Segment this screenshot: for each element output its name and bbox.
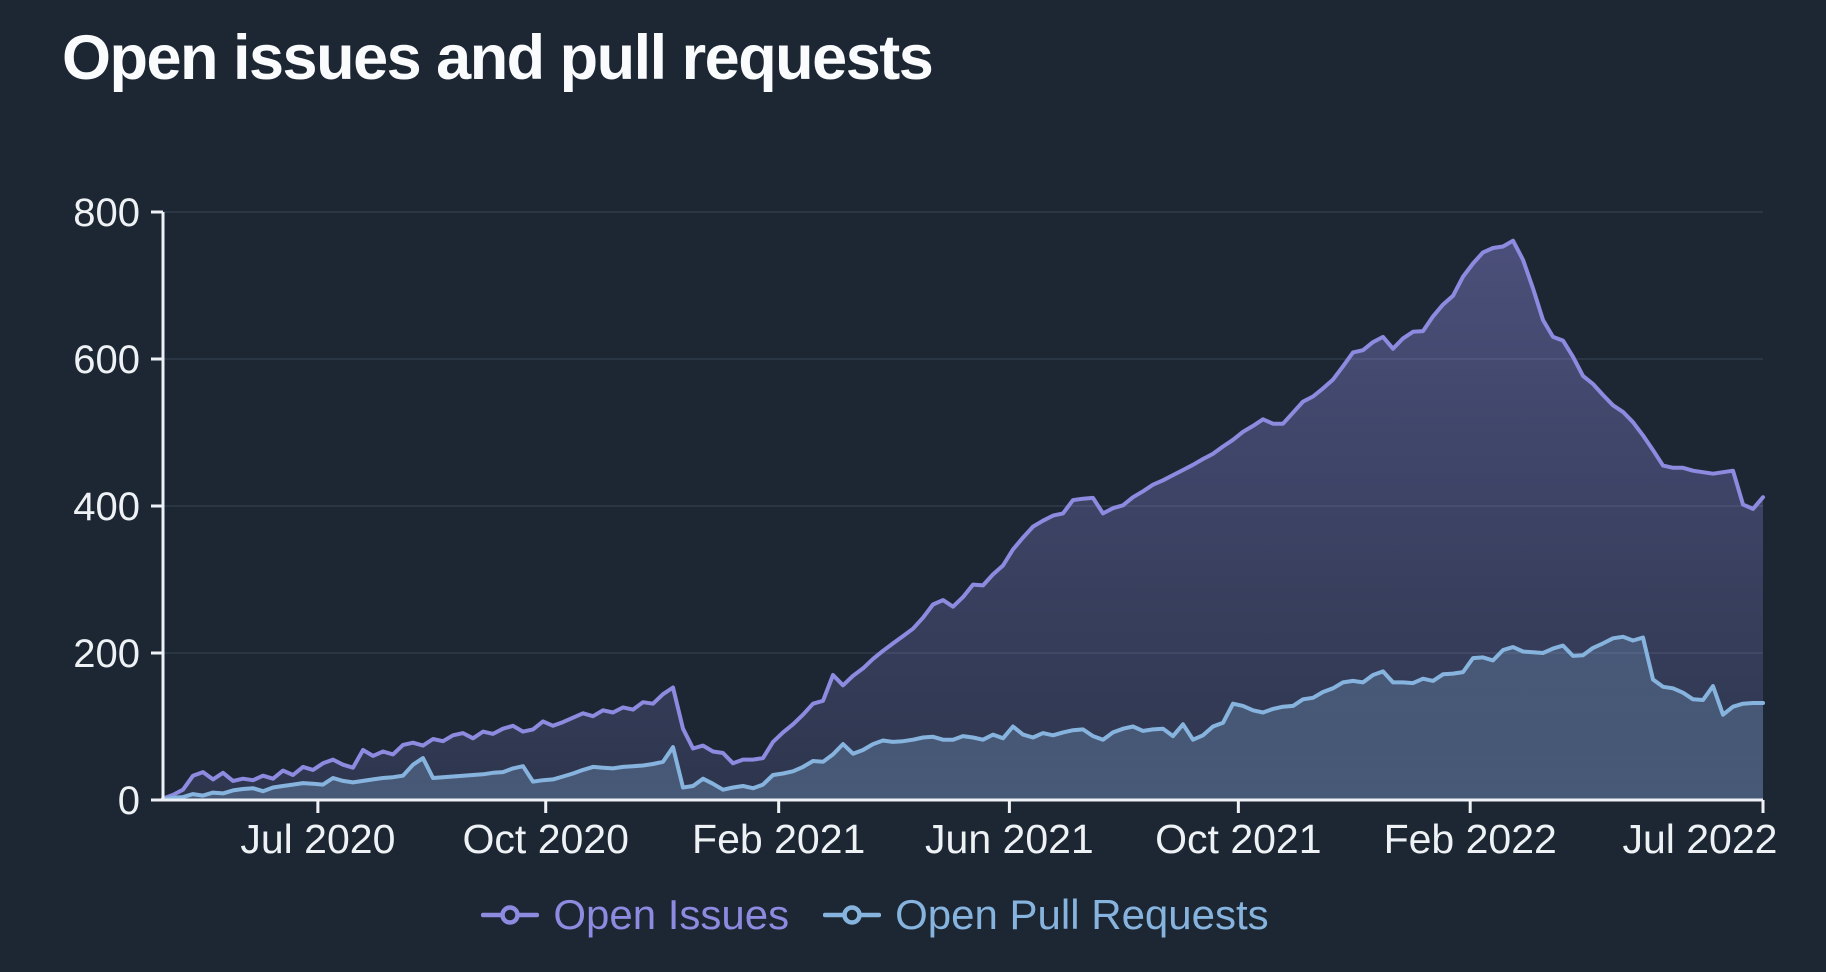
x-axis-label-jun-2021: Jun 2021 — [925, 816, 1094, 862]
chart-legend: Open Issues Open Pull Requests — [0, 894, 1788, 936]
legend-marker-circle — [842, 905, 862, 925]
y-axis-label-600: 600 — [73, 338, 140, 382]
y-axis-label-800: 800 — [73, 191, 140, 235]
x-axis-label-feb-2021: Feb 2021 — [692, 816, 865, 862]
series-areas — [163, 240, 1763, 800]
x-axis-label-feb-2022: Feb 2022 — [1384, 816, 1557, 862]
series-line-open-pull-requests — [161, 634, 1765, 802]
y-axis-label-200: 200 — [73, 632, 140, 676]
series-area-open-issues — [163, 240, 1763, 800]
axis-labels: 0 200 400 600 800 Jul 2020 Oct 2020 Feb 2021 Jun… — [73, 191, 1777, 862]
y-axis-label-0: 0 — [118, 779, 140, 823]
legend-marker-open-issues — [481, 905, 540, 925]
legend-marker-circle — [500, 905, 521, 925]
series-line-open-issues — [161, 238, 1765, 801]
chart-title: Open issues and pull requests — [62, 23, 934, 93]
axes — [151, 210, 1765, 813]
legend-item-open-pull-requests[interactable]: Open Pull Requests — [823, 894, 1269, 936]
legend-item-open-issues[interactable]: Open Issues — [481, 894, 789, 936]
y-axis-label-400: 400 — [73, 485, 140, 529]
x-axis-label-oct-2020: Oct 2020 — [463, 816, 629, 862]
x-axis-label-oct-2021: Oct 2021 — [1155, 816, 1321, 862]
x-axis-label-jul-2022: Jul 2022 — [1622, 816, 1777, 862]
series-area-open-pull-requests — [163, 636, 1763, 800]
legend-marker-open-pull-requests — [823, 905, 882, 925]
legend-label: Open Issues — [553, 891, 790, 938]
series-lines — [161, 238, 1765, 802]
x-axis-label-jul-2020: Jul 2020 — [240, 816, 395, 862]
legend-label: Open Pull Requests — [895, 891, 1269, 938]
